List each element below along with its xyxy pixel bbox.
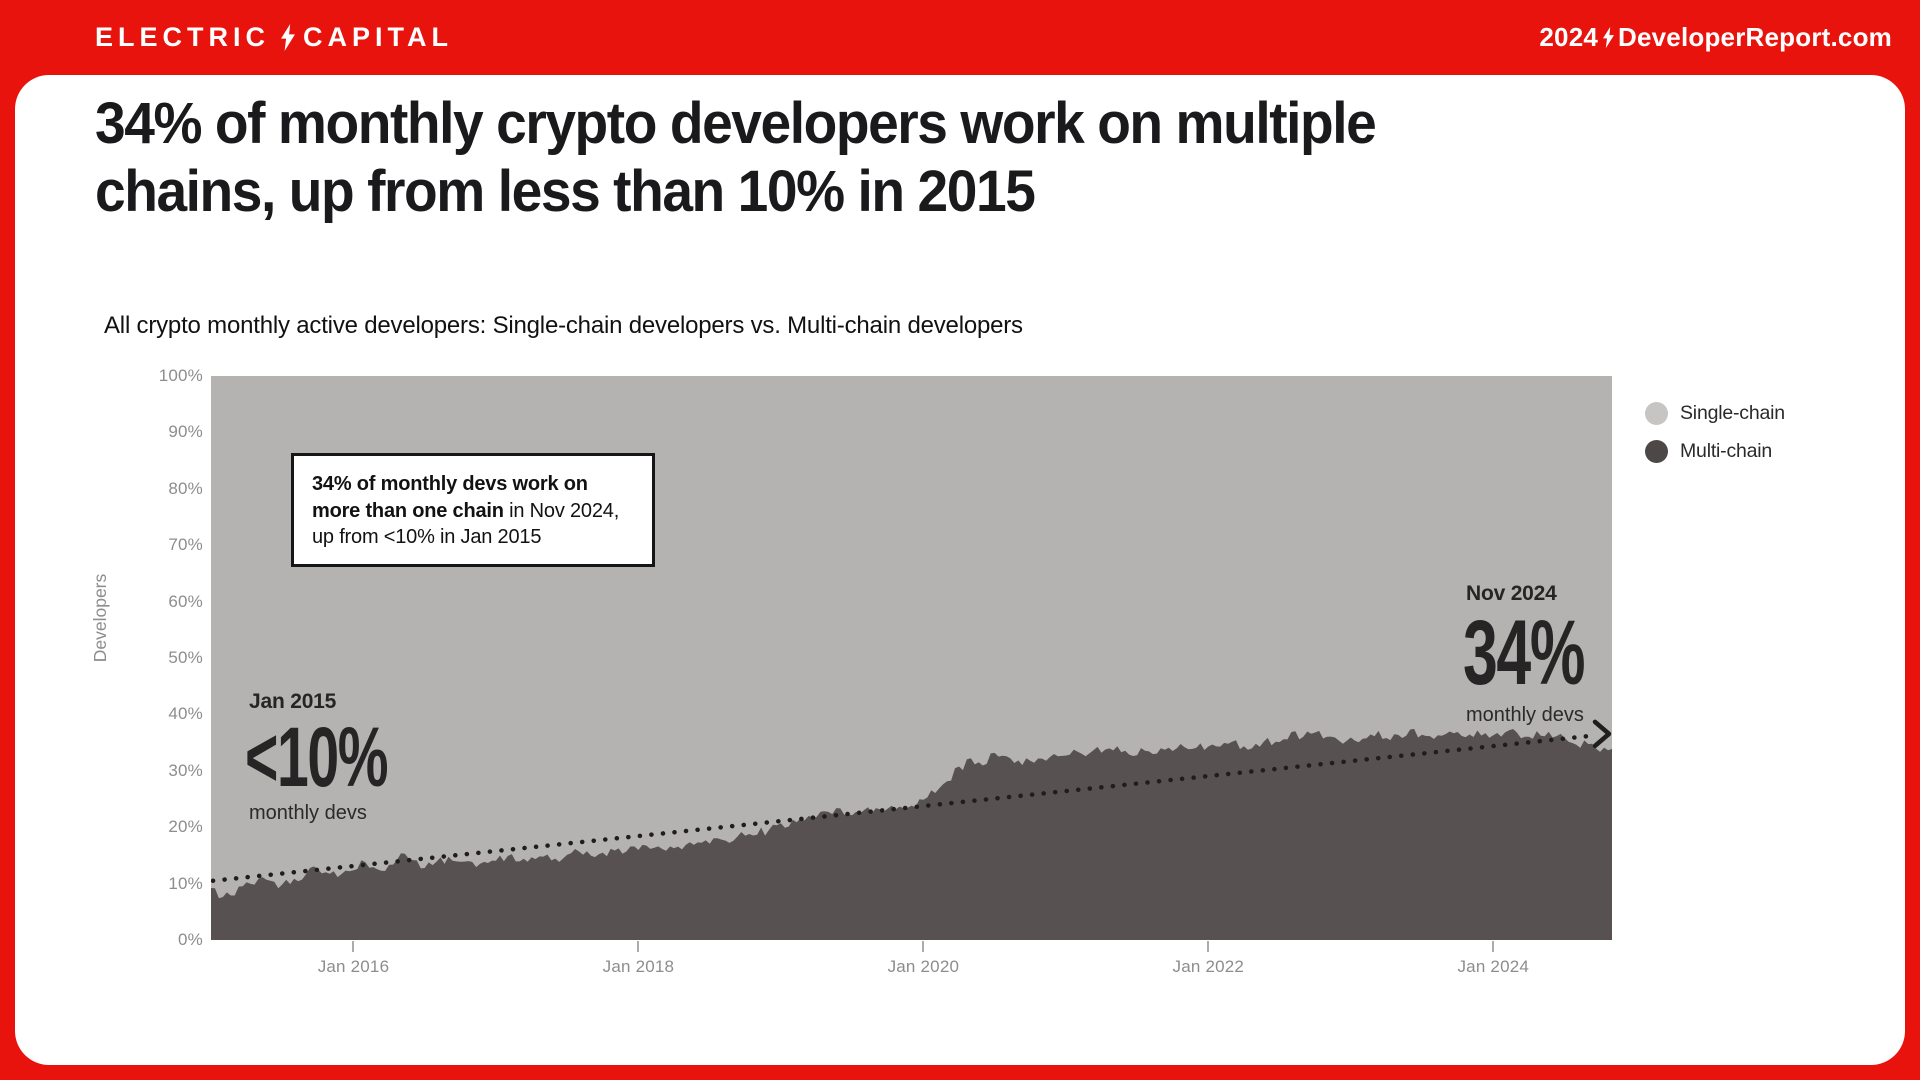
callout-regular-text: in Nov 2024, up from <10% in Jan 2015 xyxy=(312,499,620,549)
y-axis-label: 40% xyxy=(168,704,203,724)
annotation-nov-2024: Nov 2024 34% monthly devs xyxy=(1463,582,1641,727)
annotation-caption: monthly devs xyxy=(249,802,367,825)
y-axis-label: 10% xyxy=(168,873,203,893)
x-axis-tick xyxy=(1207,941,1210,952)
multi-chain-swatch-icon xyxy=(1645,439,1668,463)
x-axis-label: Jan 2024 xyxy=(1457,957,1530,976)
x-axis-label: Jan 2020 xyxy=(887,957,960,976)
developer-report-site: 2024 DeveloperReport.com xyxy=(1539,16,1892,58)
lightning-bolt-icon xyxy=(1603,26,1615,49)
site-year: 2024 xyxy=(1539,21,1599,52)
x-axis-label: Jan 2018 xyxy=(602,957,675,976)
page-title-line-1: 34% of monthly crypto developers work on… xyxy=(95,91,1377,156)
logo-word-electric: ELECTRIC xyxy=(95,21,270,52)
y-axis-label: 80% xyxy=(168,478,203,498)
lightning-bolt-icon xyxy=(281,23,295,51)
x-axis-label: Jan 2022 xyxy=(1172,957,1245,976)
y-axis-label: 100% xyxy=(158,366,203,385)
logo-word-capital: CAPITAL xyxy=(303,21,453,52)
site-domain: DeveloperReport.com xyxy=(1618,21,1892,52)
top-brand-bar: ELECTRIC CAPITAL 2024 DeveloperReport.co… xyxy=(0,0,1920,75)
trend-arrow-icon xyxy=(1592,719,1612,749)
legend-item-single-chain: Single-chain xyxy=(1645,394,1785,432)
x-axis-label: Jan 2016 xyxy=(317,957,390,976)
y-axis-label: 0% xyxy=(178,930,203,949)
electric-capital-logo: ELECTRIC CAPITAL xyxy=(95,16,453,58)
annotation-caption: monthly devs xyxy=(1466,704,1584,727)
page-title: 34% of monthly crypto developers work on… xyxy=(95,90,1520,226)
multi-chain-area xyxy=(211,728,1612,940)
callout-bold-text: 34% of monthly devs work on more than on… xyxy=(312,473,588,522)
x-axis-tick xyxy=(922,941,925,952)
callout-box: 34% of monthly devs work on more than on… xyxy=(291,453,655,567)
y-axis-label: 20% xyxy=(168,817,203,837)
annotation-jan-2015: Jan 2015 <10% monthly devs xyxy=(245,690,454,825)
trend-line xyxy=(211,733,1599,884)
x-axis-tick xyxy=(352,941,355,952)
page-title-line-2: chains, up from less than 10% in 2015 xyxy=(95,158,1036,224)
legend-label: Single-chain xyxy=(1680,401,1785,424)
y-axis-label: 50% xyxy=(168,648,203,667)
y-axis-label: 70% xyxy=(168,535,203,555)
x-axis-tick xyxy=(1492,941,1495,952)
annotation-value: 34% xyxy=(1463,602,1585,704)
single-chain-swatch-icon xyxy=(1645,401,1668,425)
legend-label: Multi-chain xyxy=(1680,439,1773,462)
chart-subtitle: All crypto monthly active developers: Si… xyxy=(104,312,1023,339)
y-axis-label: 90% xyxy=(168,422,203,442)
y-axis-label: 30% xyxy=(168,760,203,780)
x-axis-tick xyxy=(637,941,640,952)
y-axis-title: Developers xyxy=(89,573,110,663)
chart-legend: Single-chain Multi-chain xyxy=(1645,394,1785,470)
legend-item-multi-chain: Multi-chain xyxy=(1645,432,1785,470)
annotation-date: Jan 2015 xyxy=(249,690,337,713)
annotation-date: Nov 2024 xyxy=(1466,582,1557,605)
annotation-value: <10% xyxy=(245,710,389,804)
y-axis-label: 60% xyxy=(168,591,203,611)
